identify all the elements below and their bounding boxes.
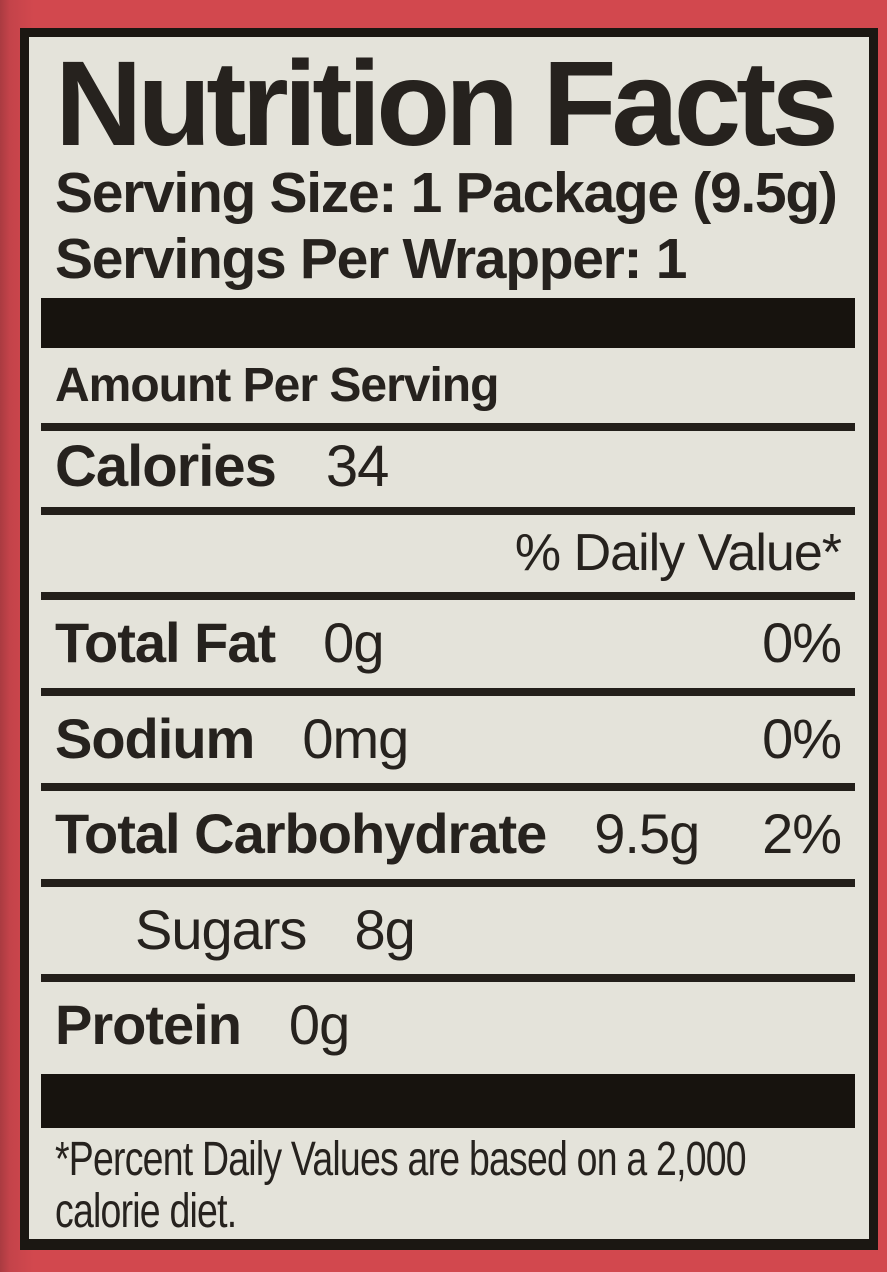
nutrient-amount: 0mg — [302, 706, 409, 770]
servings-per-wrapper-line: Servings Per Wrapper: 1 — [55, 226, 687, 291]
nutrient-amount: 9.5g — [594, 802, 700, 866]
nutrient-daily-value: 2% — [762, 802, 842, 866]
nutrient-daily-value: 0% — [762, 706, 842, 770]
nutrient-row-total-carbohydrate: Total Carbohydrate 9.5g 2% — [55, 791, 842, 879]
nutrient-amount: 8g — [354, 897, 415, 961]
nutrient-amount: 0g — [323, 610, 384, 674]
nutrient-name: Sugars — [135, 897, 307, 961]
nutrient-amount: 0g — [288, 993, 350, 1057]
calories-row: Calories 34 — [55, 431, 841, 507]
amount-per-serving-heading: Amount Per Serving — [55, 358, 499, 412]
serving-size-line: Serving Size: 1 Package (9.5g) — [55, 160, 838, 225]
divider-rule — [41, 687, 855, 696]
nutrient-row-sugars: Sugars 8g — [55, 887, 841, 975]
divider-rule — [41, 506, 855, 515]
footnote-line-2: calorie diet. — [55, 1184, 237, 1238]
footnote-line-1: *Percent Daily Values are based on a 2,0… — [55, 1132, 747, 1186]
nutrition-facts-label: Nutrition Facts Serving Size: 1 Package … — [20, 28, 878, 1250]
calories-value: 34 — [325, 433, 390, 499]
divider-rule — [41, 422, 855, 431]
divider-rule — [41, 591, 855, 600]
nutrient-name: Protein — [55, 993, 242, 1057]
label-title: Nutrition Facts — [55, 35, 839, 171]
separator-bar-thick-bottom — [41, 1073, 855, 1128]
nutrient-row-sodium: Sodium 0mg 0% — [55, 696, 842, 784]
daily-value-header: % Daily Value* — [514, 523, 842, 582]
footnote: *Percent Daily Values are based on a 2,0… — [55, 1128, 841, 1238]
calories-label: Calories — [55, 433, 277, 499]
divider-rule — [41, 783, 855, 792]
nutrient-name: Sodium — [55, 706, 255, 770]
separator-bar-thick-top — [41, 297, 855, 348]
nutrient-daily-value: 0% — [762, 610, 842, 674]
divider-rule — [41, 878, 855, 887]
nutrient-row-protein: Protein 0g — [55, 982, 841, 1070]
nutrient-name: Total Fat — [55, 610, 276, 674]
divider-rule — [41, 974, 855, 983]
nutrient-name: Total Carbohydrate — [55, 802, 547, 866]
nutrient-row-total-fat: Total Fat 0g 0% — [55, 600, 842, 688]
